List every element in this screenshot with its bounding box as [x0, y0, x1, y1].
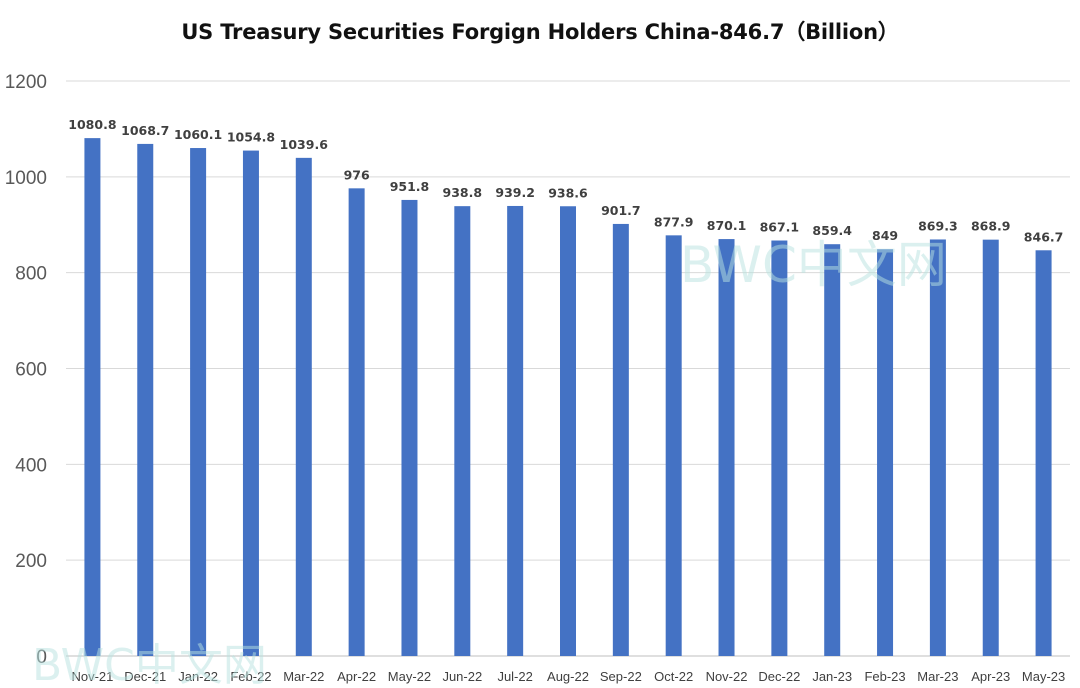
bar — [824, 244, 841, 656]
y-tick-label: 0 — [36, 647, 47, 668]
x-axis: Nov-21 Dec-21 Jan-22 Feb-22 Mar-22 Apr-22 May-… — [71, 669, 1065, 684]
x-tick-label: Nov-21 — [71, 669, 113, 684]
data-label: 939.2 — [495, 185, 535, 200]
bar — [348, 188, 365, 657]
bar — [771, 240, 788, 656]
data-label: 870.1 — [707, 218, 747, 233]
x-tick-label: Apr-23 — [971, 669, 1010, 684]
data-label: 1054.8 — [227, 130, 275, 145]
x-tick-label: May-22 — [388, 669, 431, 684]
bar — [877, 249, 894, 656]
x-tick-label: Nov-22 — [706, 669, 748, 684]
data-label: 901.7 — [601, 203, 641, 218]
bar — [982, 239, 999, 656]
data-label: 1039.6 — [280, 137, 329, 152]
data-label: 849 — [872, 228, 898, 243]
bar — [665, 235, 682, 656]
y-tick-label: 1200 — [5, 72, 47, 93]
data-label: 846.7 — [1024, 229, 1064, 244]
bar — [718, 239, 735, 656]
x-tick-label: Dec-21 — [124, 669, 166, 684]
x-tick-label: Mar-22 — [283, 669, 324, 684]
x-tick-label: Oct-22 — [654, 669, 693, 684]
x-tick-label: Dec-22 — [758, 669, 800, 684]
bar — [190, 148, 207, 657]
bars — [84, 138, 1052, 657]
x-tick-label: Feb-22 — [230, 669, 271, 684]
data-label: 938.6 — [548, 185, 588, 200]
bar — [137, 143, 154, 657]
watermark-text: BWC中文网 — [680, 236, 947, 294]
x-tick-label: Jan-22 — [178, 669, 218, 684]
chart-title: US Treasury Securities Forgign Holders C… — [181, 20, 899, 44]
x-tick-label: Apr-22 — [337, 669, 376, 684]
data-labels: 1080.8 1068.7 1060.1 1054.8 1039.6 976 951.8 93… — [68, 117, 1063, 244]
data-label: 877.9 — [654, 214, 694, 229]
x-tick-label: Jan-23 — [812, 669, 852, 684]
x-tick-label: Aug-22 — [547, 669, 589, 684]
y-tick-label: 400 — [15, 455, 47, 476]
bar — [929, 239, 946, 656]
data-label: 867.1 — [760, 220, 800, 235]
data-label: 1060.1 — [174, 127, 222, 142]
bar — [84, 138, 101, 656]
y-tick-label: 200 — [15, 551, 47, 572]
y-tick-label: 800 — [15, 264, 47, 285]
x-tick-label: Jul-22 — [497, 669, 532, 684]
x-tick-label: Sep-22 — [600, 669, 642, 684]
x-tick-label: Mar-23 — [917, 669, 958, 684]
x-tick-label: May-23 — [1022, 669, 1065, 684]
data-label: 859.4 — [812, 223, 852, 238]
y-tick-label: 1000 — [5, 168, 47, 189]
watermarks: BWC中文网 BWC中文网 — [32, 236, 947, 688]
data-label: 1080.8 — [68, 117, 116, 132]
x-tick-label: Feb-23 — [864, 669, 905, 684]
bar — [507, 205, 524, 656]
bar — [612, 223, 629, 656]
data-label: 976 — [344, 167, 370, 182]
data-label: 868.9 — [971, 219, 1011, 234]
y-tick-label: 600 — [15, 360, 47, 381]
data-label: 951.8 — [390, 179, 430, 194]
data-label: 1068.7 — [121, 123, 169, 138]
bar — [560, 206, 576, 657]
data-label: 869.3 — [918, 218, 958, 233]
bar — [295, 157, 312, 656]
y-axis: 0 200 400 600 800 1000 1200 — [5, 72, 47, 668]
bar — [454, 206, 471, 657]
watermark-text: BWC中文网 — [32, 640, 267, 688]
bar — [1035, 250, 1052, 656]
x-tick-label: Jun-22 — [442, 669, 482, 684]
bar — [401, 199, 418, 656]
data-label: 938.8 — [443, 185, 483, 200]
bar — [242, 150, 259, 656]
